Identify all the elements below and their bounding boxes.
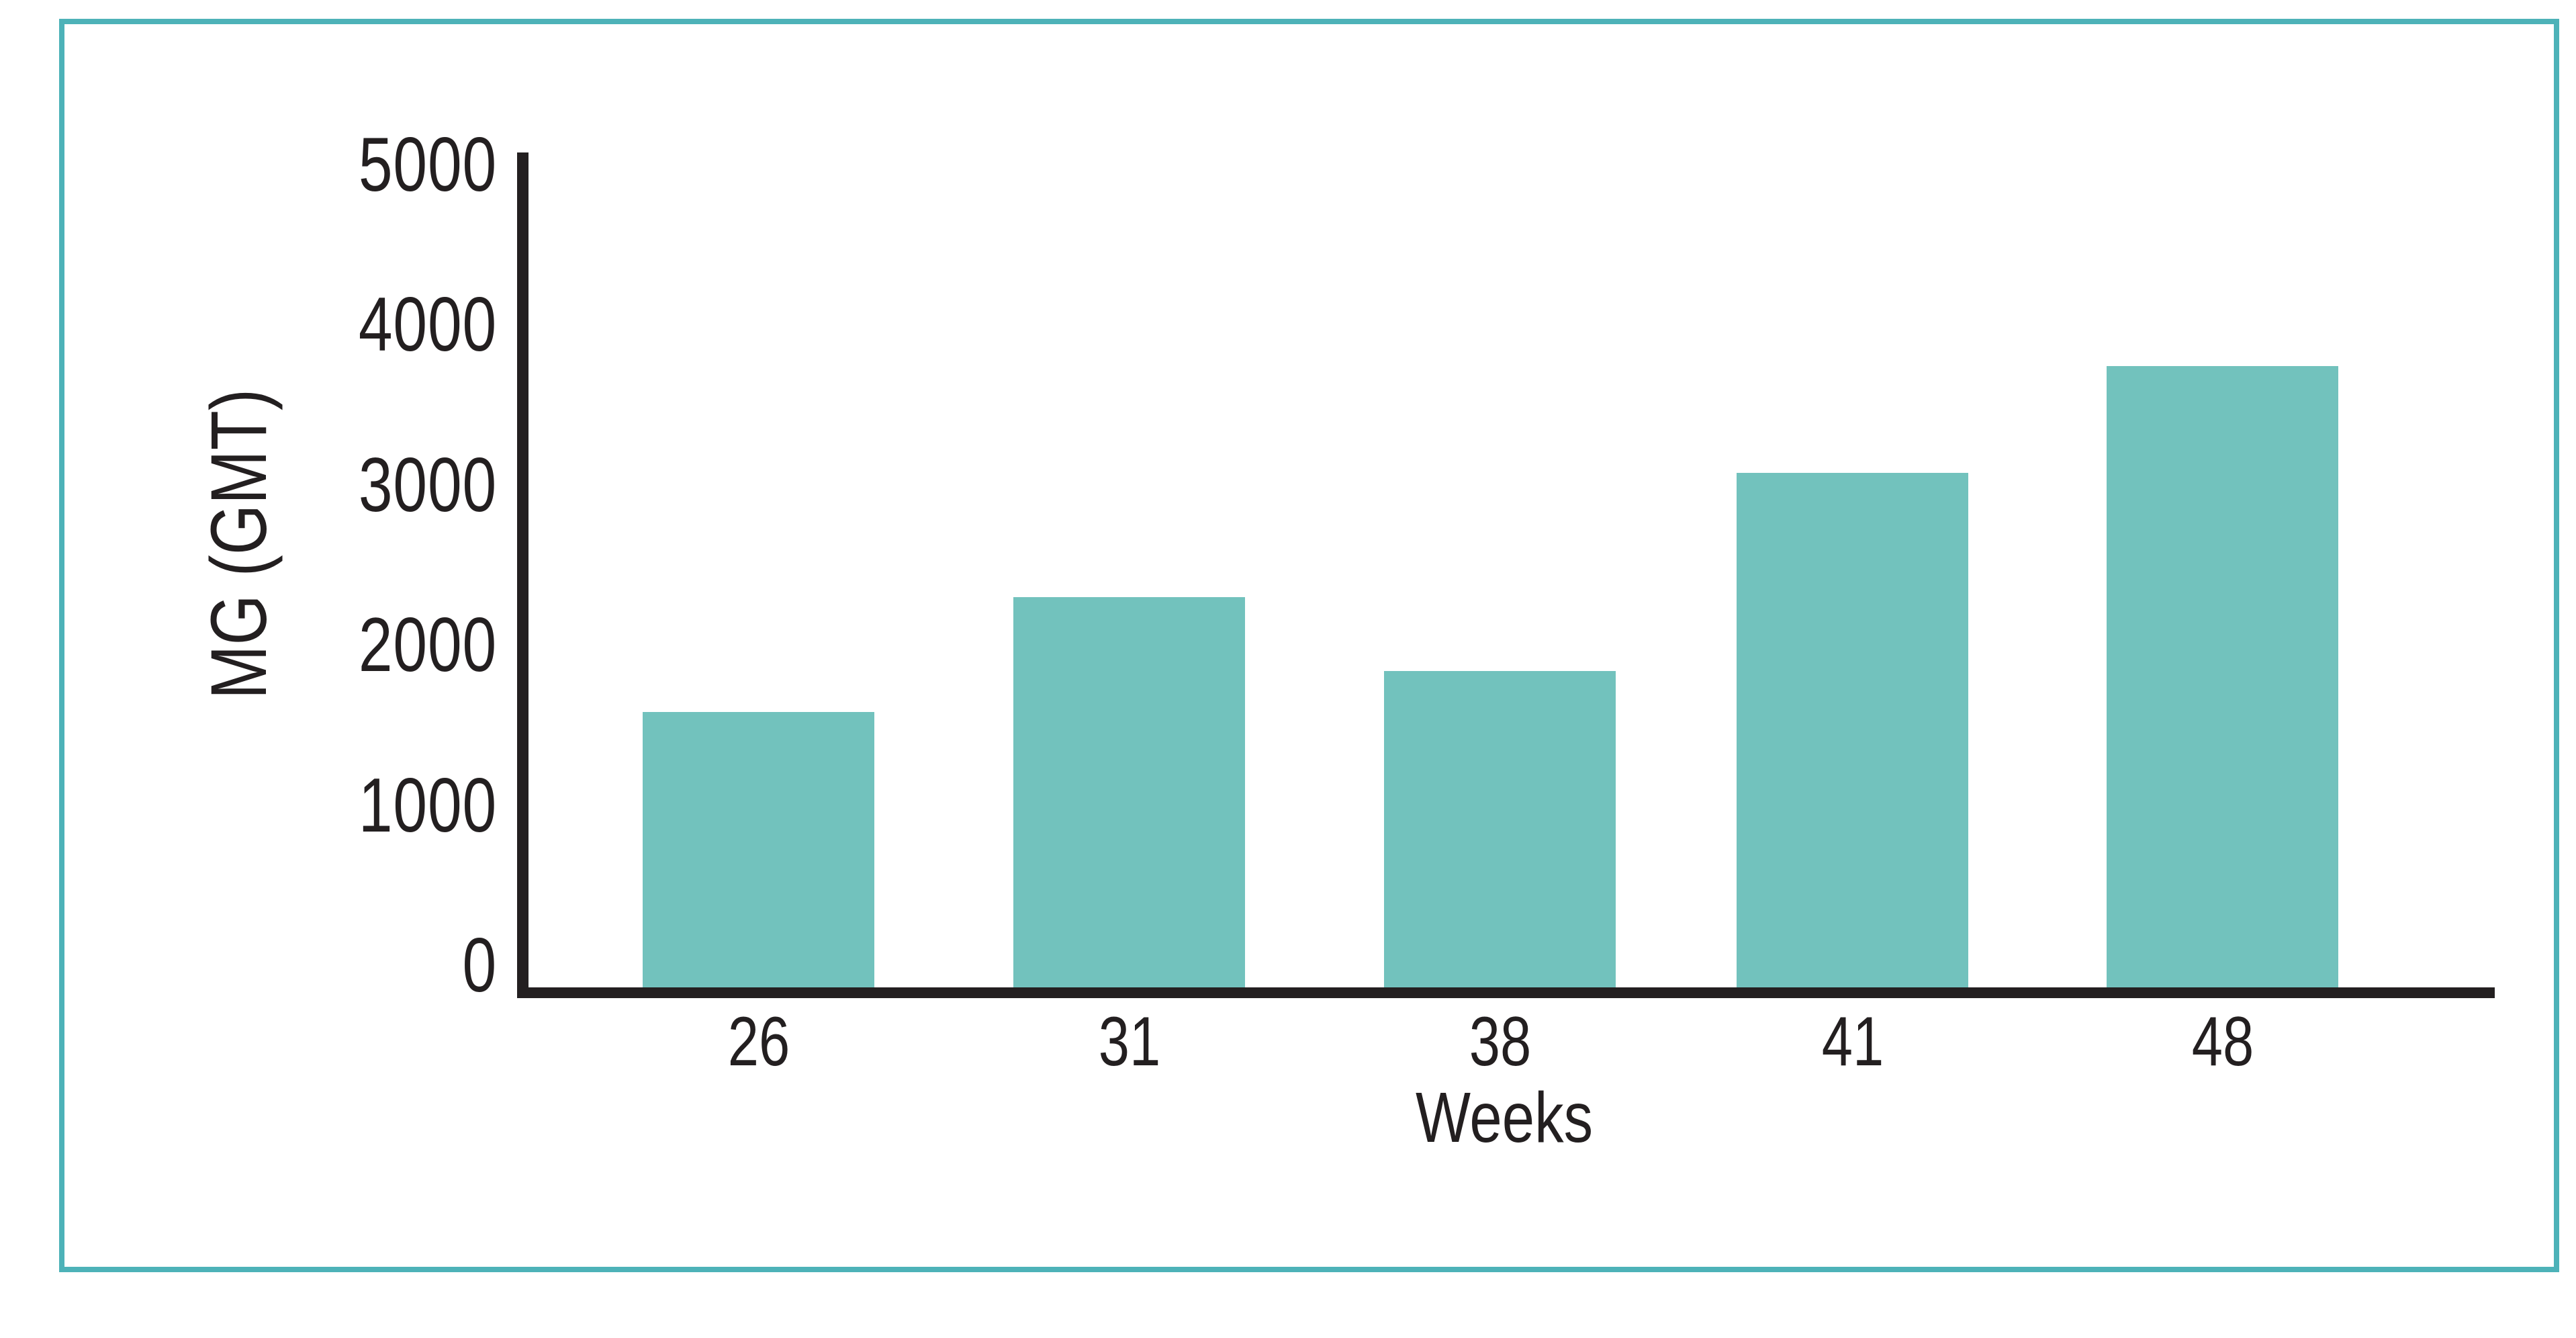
x-tick-label-31: 31: [1098, 1003, 1161, 1081]
y-axis-line: [517, 152, 528, 998]
bar-week-38: [1384, 671, 1616, 997]
y-tick-label-2000: 2000: [358, 603, 497, 688]
x-tick-label-26: 26: [727, 1003, 790, 1081]
y-tick-label-4000: 4000: [358, 282, 497, 367]
x-tick-label-41: 41: [1821, 1003, 1884, 1081]
bar-week-41: [1737, 473, 1968, 997]
bar-week-31: [1013, 597, 1245, 997]
y-tick-label-0: 0: [462, 923, 497, 1008]
y-axis-title: MG (GMT): [195, 388, 283, 700]
y-tick-label-3000: 3000: [358, 443, 497, 528]
x-tick-label-48: 48: [2191, 1003, 2254, 1081]
y-tick-label-1000: 1000: [358, 763, 497, 848]
x-tick-label-38: 38: [1469, 1003, 1532, 1081]
x-axis-title: Weeks: [1415, 1078, 1594, 1157]
x-axis-line: [517, 987, 2495, 998]
bar-week-48: [2107, 366, 2338, 997]
y-tick-label-5000: 5000: [358, 122, 497, 208]
bar-week-26: [643, 712, 874, 997]
